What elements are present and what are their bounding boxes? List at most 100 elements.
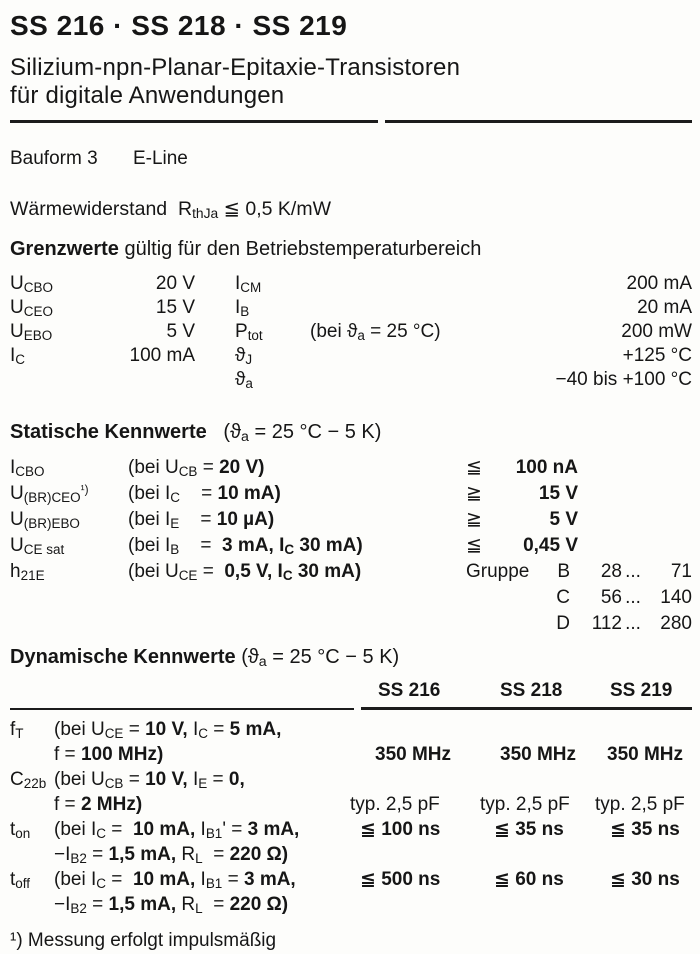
table-row: toff (bei IC = 10 mA, IB1 = 3 mA, ≦ 500 … (10, 867, 692, 892)
gruppe-range-dots: ... (625, 561, 641, 582)
divider-segment (10, 120, 378, 123)
value-cell-ss218: ≦ 35 ns (494, 819, 564, 840)
value-cell: 200 mW (621, 321, 692, 342)
symbol-cell: IC (10, 345, 26, 367)
condition-cell: (bei UCB = 20 V) (128, 457, 265, 479)
condition-cell: (bei UCE = 10 V, IC = 5 mA, (54, 719, 282, 741)
gruppe-letter: D (556, 613, 570, 634)
table-row: ϑa −40 bis +100 °C (10, 368, 692, 392)
row-left: toff (bei IC = 10 mA, IB1 = 3 mA, (10, 867, 350, 892)
spacer-cell (10, 679, 350, 703)
value-cell: 15 V (155, 297, 195, 318)
value-cell: 20 V (155, 273, 195, 294)
symbol-cell: UCE sat (10, 535, 65, 557)
symbol-cell: ϑa (235, 369, 253, 391)
value-cell-ss216: ≦ 500 ns (360, 869, 441, 890)
section-heading-grenzwerte: Grenzwerte gültig für den Betriebstemper… (10, 236, 692, 262)
condition-cell: −IB2 = 1,5 mA, RL = 220 Ω) (54, 844, 289, 866)
value-cell: 100 nA (515, 457, 578, 478)
value-cell: 15 V (538, 483, 578, 504)
value-cell: +125 °C (622, 345, 692, 366)
table-row: U(BR)CEO¹) (bei IC = 10 mA) ≧ 15 V (10, 481, 692, 507)
condition-cell (310, 368, 467, 392)
row-left: C22b (bei UCB = 10 V, IE = 0, (10, 767, 350, 792)
value-cell-ss216: 350 MHz (375, 744, 452, 765)
table-row: UEBO 5 V Ptot (bei ϑa = 25 °C) 200 mW (10, 320, 692, 344)
row-left: fT (bei UCE = 10 V, IC = 5 mA, (10, 717, 350, 742)
gruppe-range-dots: ... (625, 613, 641, 634)
table-row: h21E (bei UCE = 0,5 V, IC 30 mA) Gruppe … (10, 559, 692, 637)
table-row: −IB2 = 1,5 mA, RL = 220 Ω) (10, 842, 692, 867)
dynamische-table: fT (bei UCE = 10 V, IC = 5 mA, f = 100 M… (10, 717, 692, 917)
table-row: UCEO 15 V IB 20 mA (10, 296, 692, 320)
spacer-cell (195, 320, 235, 344)
table-row: −IB2 = 1,5 mA, RL = 220 Ω) (10, 892, 692, 917)
table-row: U(BR)EBO (bei IE = 10 µA) ≧ 5 V (10, 507, 692, 533)
section-heading-dynamische: Dynamische Kennwerte (ϑa = 25 °C − 5 K) (10, 644, 692, 670)
gruppe-letter: C (556, 587, 570, 608)
symbol-cell: toff (10, 869, 31, 891)
subtitle-line-2: für digitale Anwendungen (10, 82, 285, 109)
value-cell-ss219: 350 MHz (607, 744, 684, 765)
value-cell-ss219: typ. 2,5 pF (595, 794, 685, 815)
divider-segment (361, 707, 692, 710)
symbol-cell: U(BR)CEO¹) (10, 483, 89, 505)
bauform-label: Bauform 3 (10, 148, 98, 169)
symbol-cell: ICM (235, 273, 262, 295)
condition-cell (310, 296, 467, 320)
heading-condition-text: (ϑa = 25 °C − 5 K) (206, 421, 382, 446)
value-cell-ss216: typ. 2,5 pF (350, 794, 440, 815)
value-cell: 100 mA (129, 345, 195, 366)
table-row: UCBO 20 V ICM 200 mA (10, 272, 692, 296)
header-divider (10, 120, 692, 123)
condition-cell: −IB2 = 1,5 mA, RL = 220 Ω) (54, 894, 289, 916)
condition-cell: (bei UCB = 10 V, IE = 0, (54, 769, 245, 791)
condition-cell: f = 2 MHz) (54, 794, 143, 815)
value-cell-ss218: typ. 2,5 pF (480, 794, 570, 815)
condition-cell: (bei IB = 3 mA, IC 30 mA) (128, 535, 363, 557)
spacer-cell (466, 585, 546, 611)
gruppe-letter: B (557, 561, 570, 582)
symbol-cell: ϑJ (235, 345, 253, 367)
page-title: SS 216 · SS 218 · SS 219 (10, 10, 348, 41)
value-cell: 5 V (166, 321, 195, 342)
symbol-cell: U(BR)EBO (10, 509, 80, 531)
spacer-cell (466, 611, 546, 637)
table-row: ICBO (bei UCB = 20 V) ≦ 100 nA (10, 455, 692, 481)
bauform-row: Bauform 3 E-Line (10, 147, 692, 171)
relation-cell: ≦ (466, 457, 482, 478)
condition-cell: (bei IC = 10 mA, IB1' = 3 mA, (54, 819, 300, 841)
condition-cell: (bei IC = 10 mA) (128, 483, 281, 505)
bauform-value: E-Line (132, 148, 188, 169)
heading-bold-text: Dynamische Kennwerte (10, 646, 236, 668)
table-row: f = 100 MHz) 350 MHz 350 MHz 350 MHz (10, 742, 692, 767)
footnote: ¹) Messung erfolgt impulsmäßig (10, 930, 277, 951)
gruppe-range-to: 280 (660, 613, 692, 634)
value-cell: 200 mA (626, 273, 692, 294)
gruppe-range-from: 28 (600, 561, 622, 582)
heading-bold-text: Statische Kennwerte (10, 421, 207, 443)
symbol-cell: ICBO (10, 457, 45, 479)
value-cell-ss219: ≦ 30 ns (610, 869, 680, 890)
section-heading-statische: Statische Kennwerte (ϑa = 25 °C − 5 K) (10, 419, 692, 445)
subtitle-line-1: Silizium-npn-Planar-Epitaxie-Transistore… (10, 54, 461, 81)
gruppe-block: Gruppe B 28 ... 71 C 56 ... 140 D 112 ..… (466, 559, 692, 637)
heading-condition-text: (ϑa = 25 °C − 5 K) (235, 646, 400, 671)
value-cell: 0,45 V (523, 535, 578, 556)
type-column-headers: SS 216 SS 218 SS 219 (10, 679, 692, 703)
condition-cell: (bei IC = 10 mA, IB1 = 3 mA, (54, 869, 296, 891)
relation-cell: ≧ (466, 509, 482, 530)
symbol-cell: ton (10, 819, 31, 841)
table-row: fT (bei UCE = 10 V, IC = 5 mA, (10, 717, 692, 742)
statische-table: ICBO (bei UCB = 20 V) ≦ 100 nA U(BR)CEO¹… (10, 455, 692, 637)
gruppe-range-to: 71 (670, 561, 692, 582)
symbol-cell: C22b (10, 769, 47, 791)
value-cell: 5 V (549, 509, 578, 530)
gruppe-range-dots: ... (625, 587, 641, 608)
spacer-cell (195, 368, 235, 392)
page-subtitle: Silizium-npn-Planar-Epitaxie-Transistore… (10, 54, 692, 110)
value-cell-ss216: ≦ 100 ns (360, 819, 441, 840)
condition-cell: (bei UCE = 0,5 V, IC 30 mA) (128, 561, 362, 583)
condition-cell (310, 344, 467, 368)
